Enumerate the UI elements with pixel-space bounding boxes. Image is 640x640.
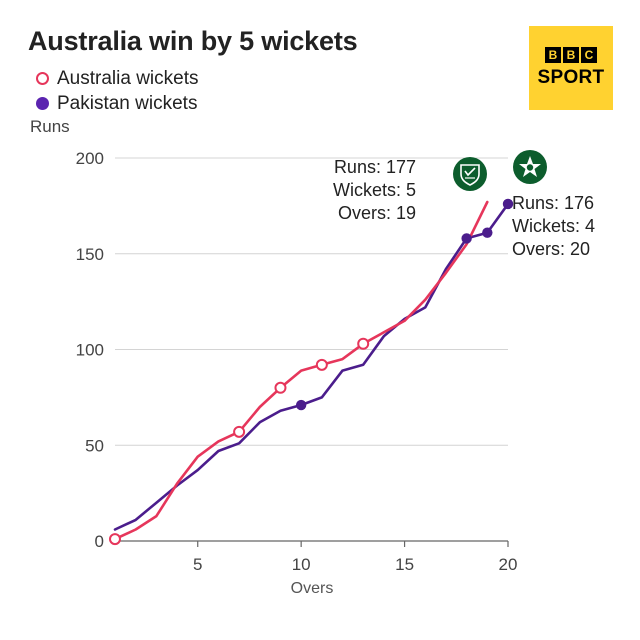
legend-label-australia: Australia wickets — [57, 67, 199, 89]
australia-wicket-point — [233, 425, 246, 438]
y-tick-label-50: 50 — [85, 436, 104, 455]
australia-wicket-point — [357, 337, 370, 350]
x-axis-label: Overs — [290, 580, 334, 597]
bbc-letter-2: B — [563, 47, 579, 63]
x-tick-label-15: 15 — [395, 555, 414, 574]
pakistan-wicket-point — [482, 227, 493, 238]
australia-final-wickets: Wickets: 5 — [332, 180, 416, 200]
legend-item-pakistan: Pakistan wickets — [36, 91, 199, 116]
australia-wicket-point — [109, 533, 121, 546]
legend-label-pakistan: Pakistan wickets — [57, 92, 198, 114]
bbc-letter-3: C — [581, 47, 597, 63]
pakistan-final-runs: Runs: 176 — [512, 193, 595, 213]
pakistan-wicket-point — [502, 198, 514, 210]
y-tick-label-0: 0 — [95, 532, 104, 551]
x-tick-label-20: 20 — [499, 555, 518, 574]
y-tick-label-100: 100 — [76, 341, 104, 360]
pakistan-final-annotation: Runs: 176 Wickets: 4 Overs: 20 — [512, 192, 595, 261]
y-tick-label-200: 200 — [76, 149, 104, 168]
legend: Australia wickets Pakistan wickets — [36, 66, 199, 116]
australia-crest-icon — [453, 157, 487, 191]
sport-word: SPORT — [537, 67, 605, 88]
pakistan-final-overs: Overs: 20 — [512, 239, 591, 259]
x-tick-label-5: 5 — [193, 555, 202, 574]
grid-lines — [115, 157, 508, 446]
bbc-letter-1: B — [545, 47, 561, 63]
y-axis-label: Runs — [30, 117, 70, 136]
australia-final-overs: Overs: 19 — [337, 203, 416, 223]
pakistan-star-icon — [513, 150, 547, 184]
x-tick-label-10: 10 — [292, 555, 311, 574]
australia-final-annotation: Runs: 177 Wickets: 5 Overs: 19 — [330, 156, 416, 225]
series-line-australia — [113, 200, 489, 541]
pakistan-wicket-point — [461, 233, 472, 244]
pakistan-filled-marker-icon — [36, 97, 49, 110]
australia-final-runs: Runs: 177 — [333, 157, 416, 177]
series-lines — [113, 200, 510, 541]
bbc-blocks: B B C — [545, 47, 597, 63]
pakistan-wicket-point — [295, 399, 307, 411]
legend-item-australia: Australia wickets — [36, 66, 199, 91]
australia-hollow-marker-icon — [36, 72, 49, 85]
chart-title: Australia win by 5 wickets — [28, 26, 358, 56]
axes: 0 50 100 150 200 5 10 15 20 — [76, 149, 518, 574]
australia-wicket-point — [315, 358, 328, 371]
wicket-markers — [109, 198, 514, 546]
pakistan-final-wickets: Wickets: 4 — [512, 216, 596, 236]
australia-wicket-point — [274, 381, 287, 394]
y-tick-label-150: 150 — [76, 245, 104, 264]
bbc-sport-logo: B B C SPORT — [529, 26, 613, 110]
